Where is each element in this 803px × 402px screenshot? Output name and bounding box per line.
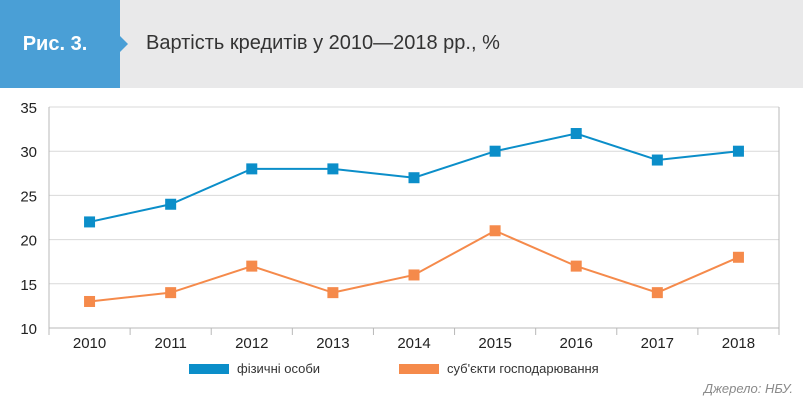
x-tick-label: 2011: [155, 335, 187, 352]
data-point-marker: [408, 269, 420, 281]
data-point-marker: [246, 260, 258, 272]
data-point-marker: [84, 295, 96, 307]
x-tick-label: 2014: [397, 335, 430, 352]
legend-swatch: [189, 364, 229, 374]
legend-swatch: [399, 364, 439, 374]
x-axis-ticks: 2010 2011 2012 2013 2014 2015 2016 2017 2018: [48, 328, 780, 352]
figure-header: Рис. 3. Вартість кредитів у 2010—2018 рр…: [0, 0, 803, 88]
y-tick-label: 35: [20, 100, 37, 117]
x-tick-label: 2010: [73, 335, 106, 352]
data-point-marker: [246, 163, 258, 175]
badge-arrow-icon: [120, 36, 128, 52]
figure-number-badge: Рис. 3.: [0, 0, 120, 88]
data-point-marker: [732, 251, 744, 263]
data-point-marker: [651, 154, 663, 166]
figure-title: Вартість кредитів у 2010—2018 рр., %: [146, 32, 500, 54]
grid-layer: [48, 106, 780, 329]
data-point-marker: [327, 163, 339, 175]
y-tick-label: 30: [20, 144, 37, 161]
data-point-marker: [732, 145, 744, 157]
source-note: Джерело: НБУ.: [703, 381, 793, 396]
data-point-marker: [84, 216, 96, 228]
data-point-marker: [570, 260, 582, 272]
series-layer: [84, 128, 744, 307]
data-point-marker: [327, 287, 339, 299]
data-point-marker: [489, 225, 501, 237]
x-tick-label: 2017: [641, 335, 674, 352]
x-tick-label: 2013: [316, 335, 349, 352]
x-tick-label: 2016: [560, 335, 593, 352]
x-tick-label: 2018: [722, 335, 755, 352]
series-line-2: [89, 229, 739, 303]
x-tick-label: 2015: [478, 335, 511, 352]
legend: фізичні особи суб'єкти господарювання: [189, 361, 599, 376]
data-point-marker: [489, 145, 501, 157]
data-point-marker: [408, 172, 420, 184]
legend-label: фізичні особи: [237, 361, 320, 376]
data-point-marker: [165, 198, 177, 210]
x-tick-label: 2012: [235, 335, 268, 352]
y-axis-ticks: 10 15 20 25 30 35: [20, 100, 37, 338]
legend-label: суб'єкти господарювання: [447, 361, 599, 376]
data-point-marker: [165, 287, 177, 299]
y-tick-label: 20: [20, 233, 37, 250]
y-tick-label: 10: [20, 321, 37, 338]
data-point-marker: [570, 128, 582, 140]
y-tick-label: 15: [20, 277, 37, 294]
y-tick-label: 25: [20, 188, 37, 205]
data-point-marker: [651, 287, 663, 299]
